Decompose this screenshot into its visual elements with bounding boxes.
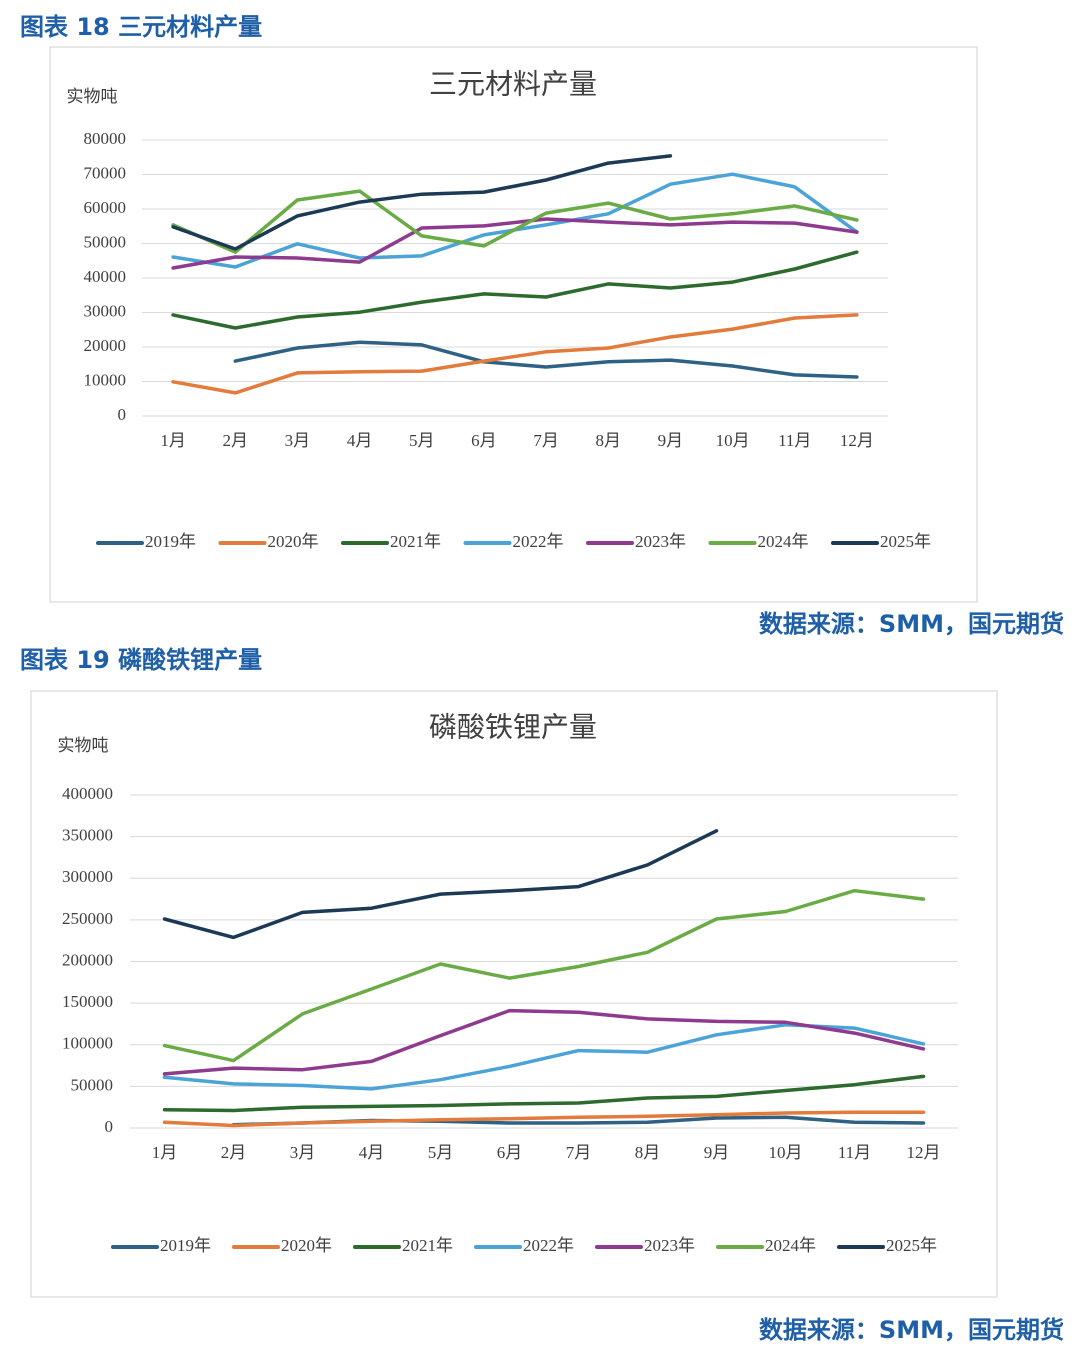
- legend-label: 2022年: [513, 532, 564, 551]
- series-line: [162, 1074, 926, 1113]
- y-tick-label: 250000: [62, 909, 113, 928]
- legend-label: 2019年: [160, 1236, 211, 1255]
- x-tick-label: 8月: [596, 431, 622, 450]
- y-tick-label: 400000: [62, 784, 113, 803]
- y-tick-label: 200000: [62, 950, 113, 969]
- legend-label: 2025年: [886, 1236, 937, 1255]
- x-tick-label: 1月: [152, 1143, 178, 1162]
- y-tick-label: 150000: [62, 992, 113, 1011]
- series-line: [162, 1110, 926, 1128]
- y-tick-label: 20000: [84, 336, 127, 355]
- y-tick-label: 0: [118, 405, 127, 424]
- source-note: 数据来源：SMM，国元期货: [759, 610, 1064, 638]
- x-tick-label: 12月: [840, 431, 874, 450]
- y-axis-unit: 实物吨: [67, 87, 118, 106]
- chart-title: 磷酸铁锂产量: [429, 711, 597, 743]
- x-tick-label: 11月: [778, 431, 811, 450]
- series-line: [162, 888, 926, 1063]
- series-line: [171, 250, 859, 330]
- legend-label: 2020年: [281, 1236, 332, 1255]
- chart-frame: [30, 690, 998, 1298]
- x-tick-label: 1月: [160, 431, 186, 450]
- x-tick-label: 9月: [658, 431, 684, 450]
- series-line: [162, 829, 719, 940]
- x-tick-label: 8月: [635, 1143, 661, 1162]
- legend-label: 2023年: [635, 532, 686, 551]
- series-line: [162, 1023, 926, 1091]
- x-tick-label: 2月: [221, 1143, 247, 1162]
- series-line: [171, 217, 859, 270]
- chart-frame: [49, 46, 978, 603]
- series-line: [171, 313, 859, 395]
- x-tick-label: 3月: [290, 1143, 316, 1162]
- x-tick-label: 12月: [907, 1143, 941, 1162]
- x-tick-label: 7月: [566, 1143, 592, 1162]
- y-tick-label: 80000: [84, 129, 127, 148]
- series-line: [233, 340, 859, 379]
- legend-label: 2023年: [644, 1236, 695, 1255]
- figure-caption: 图表 19 磷酸铁锂产量: [20, 646, 262, 674]
- legend-label: 2021年: [390, 532, 441, 551]
- y-tick-label: 100000: [62, 1034, 113, 1053]
- series-line: [171, 189, 859, 254]
- x-tick-label: 3月: [285, 431, 311, 450]
- y-tick-label: 0: [105, 1117, 114, 1136]
- series-line: [162, 1008, 926, 1076]
- legend-label: 2025年: [880, 532, 931, 551]
- legend-label: 2021年: [402, 1236, 453, 1255]
- y-axis-unit: 实物吨: [58, 736, 109, 755]
- x-tick-label: 7月: [533, 431, 559, 450]
- legend-label: 2022年: [523, 1236, 574, 1255]
- x-tick-label: 11月: [838, 1143, 871, 1162]
- y-tick-label: 10000: [84, 370, 127, 389]
- x-tick-label: 10月: [716, 431, 750, 450]
- y-tick-label: 30000: [84, 301, 127, 320]
- x-tick-label: 6月: [497, 1143, 523, 1162]
- x-tick-label: 5月: [409, 431, 435, 450]
- figure-caption: 图表 18 三元材料产量: [20, 13, 262, 41]
- series-line: [171, 172, 859, 269]
- legend-label: 2024年: [758, 532, 809, 551]
- y-tick-label: 50000: [84, 232, 127, 251]
- x-tick-label: 2月: [223, 431, 249, 450]
- y-tick-label: 70000: [84, 163, 127, 182]
- x-tick-label: 4月: [359, 1143, 385, 1162]
- y-tick-label: 350000: [62, 826, 113, 845]
- source-note: 数据来源：SMM，国元期货: [759, 1316, 1064, 1344]
- legend-label: 2024年: [765, 1236, 816, 1255]
- y-tick-label: 60000: [84, 198, 127, 217]
- series-line: [171, 154, 673, 251]
- y-tick-label: 50000: [71, 1075, 114, 1094]
- legend-label: 2019年: [145, 532, 196, 551]
- legend-label: 2020年: [268, 532, 319, 551]
- y-tick-label: 300000: [62, 867, 113, 886]
- chart-title: 三元材料产量: [429, 68, 597, 100]
- x-tick-label: 10月: [769, 1143, 803, 1162]
- x-tick-label: 6月: [471, 431, 497, 450]
- x-tick-label: 5月: [428, 1143, 454, 1162]
- x-tick-label: 4月: [347, 431, 373, 450]
- x-tick-label: 9月: [704, 1143, 730, 1162]
- y-tick-label: 40000: [84, 267, 127, 286]
